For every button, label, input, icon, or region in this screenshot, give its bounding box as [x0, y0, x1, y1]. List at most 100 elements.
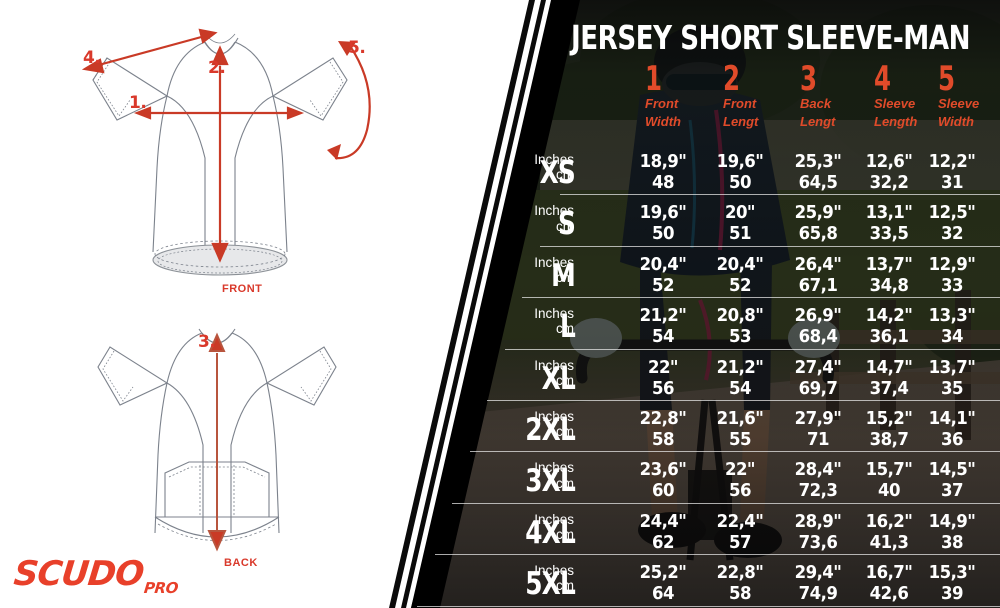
value-inches-4xl-c5: 14,9": [928, 510, 976, 532]
value-inches-l-c3: 26,9": [794, 305, 842, 327]
value-inches-4xl-c4: 16,2": [865, 510, 913, 532]
value-inches-5xl-c4: 16,7": [865, 562, 913, 584]
size-label-xl: XL: [541, 360, 576, 397]
value-inches-2xl-c5: 14,1": [928, 408, 976, 429]
unit-inches: Inches: [534, 306, 574, 322]
row-separator-s: [540, 245, 1000, 247]
value-cm-l-c3: 68,4: [798, 326, 838, 348]
value-cm-s-c1: 50: [652, 223, 675, 245]
unit-cm: cm: [556, 321, 574, 337]
back-view-label: BACK: [224, 557, 258, 569]
value-inches-3xl-c1: 23,6": [639, 459, 687, 481]
unit-labels-l: Inches cm: [520, 306, 574, 336]
unit-labels-4xl: Inches cm: [520, 512, 574, 542]
value-cm-m-c2: 52: [729, 274, 752, 296]
unit-inches: Inches: [534, 357, 574, 373]
value-inches-5xl-c1: 25,2": [639, 562, 687, 584]
value-cm-5xl-c5: 39: [941, 583, 964, 605]
unit-inches: Inches: [534, 409, 574, 424]
value-cm-m-c5: 33: [941, 274, 964, 296]
value-inches-s-c3: 25,9": [794, 202, 842, 224]
dimension-marker-4: 4.: [83, 48, 101, 68]
jersey-back-diagram: [97, 328, 337, 552]
value-cm-5xl-c1: 64: [652, 583, 675, 605]
row-separator-xs: [560, 194, 1000, 196]
unit-labels-3xl: Inches cm: [520, 460, 574, 490]
value-cm-s-c4: 33,5: [869, 223, 909, 245]
value-cm-5xl-c2: 58: [729, 583, 752, 605]
value-inches-m-c4: 13,7": [865, 253, 913, 275]
unit-cm: cm: [556, 269, 574, 285]
column-number-1: 1: [645, 59, 663, 99]
value-cm-4xl-c5: 38: [941, 531, 964, 553]
column-label-5: Sleeve Width: [938, 95, 980, 129]
unit-labels-2xl: Inches cm: [520, 409, 574, 439]
column-label-4: Sleeve Length: [874, 95, 918, 129]
column-number-3: 3: [800, 59, 818, 99]
value-cm-l-c5: 34: [941, 326, 964, 348]
value-cm-3xl-c5: 37: [941, 480, 964, 502]
value-cm-2xl-c1: 58: [652, 429, 675, 450]
page-title: JERSEY SHORT SLEEVE-MAN: [571, 18, 971, 57]
unit-labels-5xl: Inches cm: [520, 563, 574, 593]
value-cm-l-c4: 36,1: [869, 326, 909, 348]
size-label-5xl: 5XL: [525, 566, 576, 603]
column-number-2: 2: [723, 59, 741, 99]
value-inches-m-c3: 26,4": [794, 253, 842, 275]
unit-inches: Inches: [534, 563, 574, 579]
value-inches-l-c1: 21,2": [639, 305, 687, 327]
value-cm-2xl-c4: 38,7: [869, 429, 909, 450]
value-cm-xs-c4: 32,2: [869, 172, 909, 193]
value-inches-2xl-c1: 22,8": [639, 408, 687, 429]
column-header-3: 3 Back Lengt: [800, 59, 836, 131]
unit-labels-xl: Inches cm: [520, 358, 574, 388]
column-label-3: Back Lengt: [800, 95, 836, 129]
unit-cm: cm: [556, 167, 574, 183]
row-separator-2xl: [470, 451, 1000, 453]
value-cm-xl-c5: 35: [941, 377, 964, 399]
value-cm-4xl-c1: 62: [652, 531, 675, 553]
value-inches-xl-c4: 14,7": [865, 356, 913, 378]
size-label-3xl: 3XL: [525, 463, 576, 500]
value-cm-4xl-c4: 41,3: [869, 531, 909, 553]
value-cm-2xl-c3: 71: [807, 429, 830, 450]
size-label-xs: XS: [539, 155, 576, 191]
value-inches-5xl-c2: 22,8": [716, 562, 764, 584]
unit-labels-m: Inches cm: [520, 255, 574, 285]
column-label-1: Front Width: [645, 95, 681, 129]
column-header-1: 1 Front Width: [645, 59, 681, 131]
value-inches-xs-c3: 25,3": [794, 151, 842, 172]
value-cm-m-c4: 34,8: [869, 274, 909, 296]
unit-cm: cm: [556, 526, 574, 542]
value-inches-2xl-c2: 21,6": [716, 408, 764, 429]
value-cm-xs-c1: 48: [652, 172, 675, 193]
value-cm-xs-c2: 50: [729, 172, 752, 193]
unit-cm: cm: [556, 578, 574, 594]
value-inches-s-c1: 19,6": [639, 202, 687, 224]
dimension-marker-2: 2.: [208, 58, 226, 78]
row-separator-m: [522, 297, 1000, 299]
value-cm-4xl-c3: 73,6: [798, 531, 838, 553]
size-label-2xl: 2XL: [525, 412, 576, 448]
value-cm-m-c1: 52: [652, 274, 675, 296]
unit-cm: cm: [556, 372, 574, 388]
value-inches-4xl-c1: 24,4": [639, 510, 687, 532]
value-cm-2xl-c2: 55: [729, 429, 752, 450]
value-inches-xl-c1: 22": [647, 356, 679, 378]
value-cm-s-c5: 32: [941, 223, 964, 245]
value-inches-3xl-c2: 22": [724, 459, 756, 481]
dimension-marker-5: 5.: [348, 38, 366, 58]
value-cm-s-c3: 65,8: [798, 223, 838, 245]
value-inches-3xl-c4: 15,7": [865, 459, 913, 481]
value-cm-xs-c5: 31: [941, 172, 964, 193]
value-inches-5xl-c3: 29,4": [794, 562, 842, 584]
value-inches-xs-c2: 19,6": [716, 151, 764, 172]
row-separator-4xl: [435, 554, 1000, 556]
value-cm-xl-c1: 56: [652, 377, 675, 399]
value-inches-l-c4: 14,2": [865, 305, 913, 327]
row-separator-5xl: [417, 605, 1000, 607]
value-inches-3xl-c3: 28,4": [794, 459, 842, 481]
value-inches-l-c5: 13,3": [928, 305, 976, 327]
value-cm-l-c1: 54: [652, 326, 675, 348]
